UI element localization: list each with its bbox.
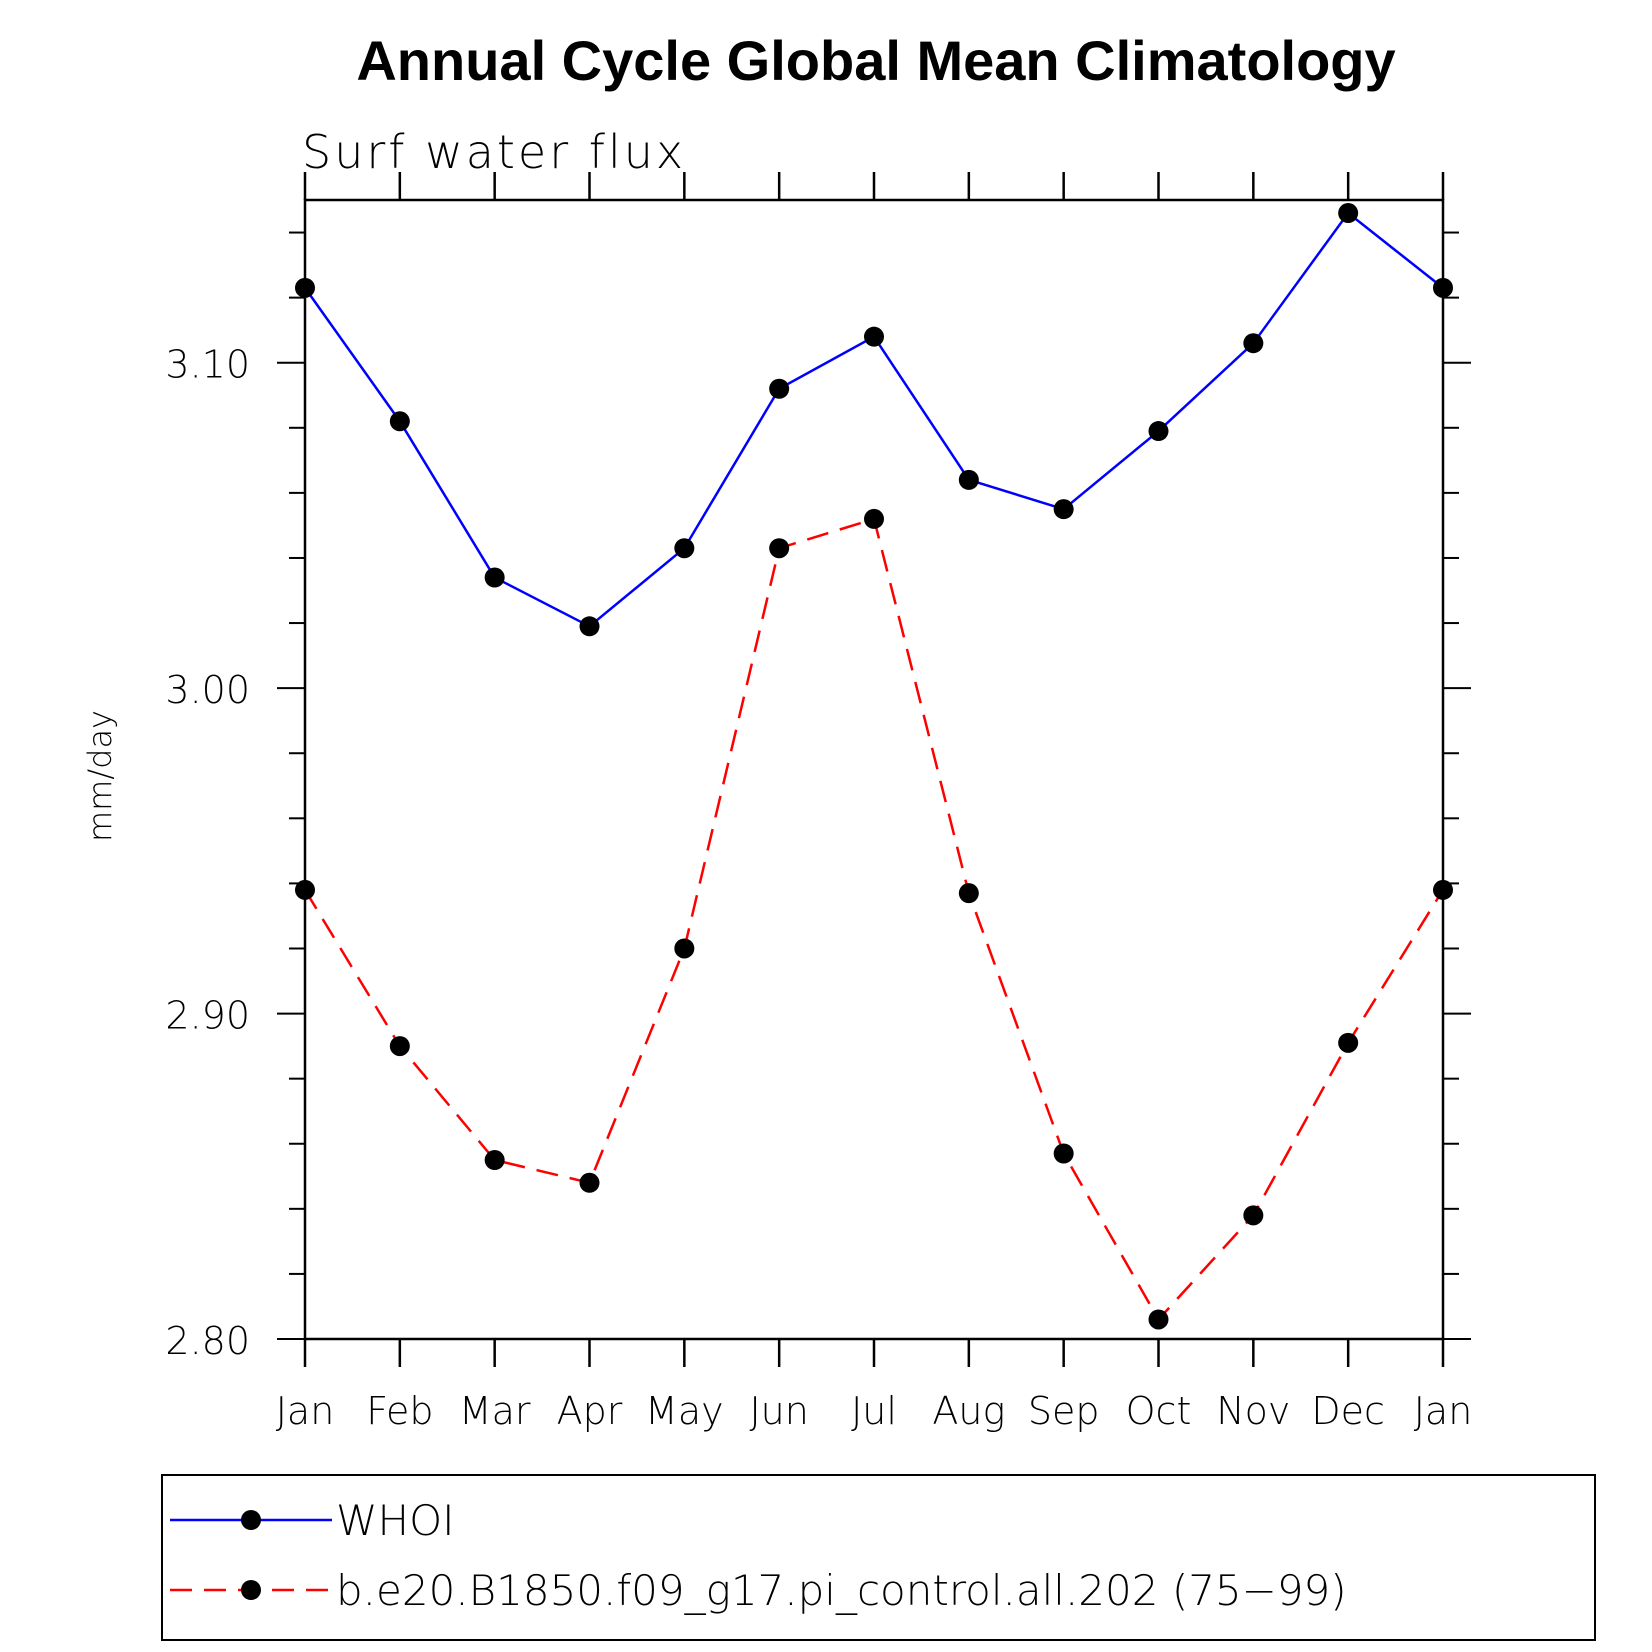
x-tick-label: Mar bbox=[459, 1389, 531, 1433]
data-point bbox=[958, 883, 979, 904]
data-point bbox=[295, 879, 315, 900]
x-tick-label: Jul bbox=[851, 1389, 897, 1433]
chart-title: Annual Cycle Global Mean Climatology bbox=[356, 29, 1395, 92]
series-line bbox=[303, 211, 1444, 628]
chart-subtitle: Surf water flux bbox=[302, 125, 686, 179]
x-tick-label: Oct bbox=[1126, 1389, 1192, 1433]
x-tick-label: Jan bbox=[276, 1389, 335, 1433]
series-line bbox=[303, 517, 1445, 1322]
data-point bbox=[864, 508, 884, 529]
series-layer bbox=[295, 203, 1453, 1330]
legend-item-model: b.e20.B1850.f09_g17.pi_control.all.202 (… bbox=[170, 1566, 1347, 1615]
x-tick-label: Aug bbox=[932, 1389, 1005, 1433]
legend-item-whoi: WHOI bbox=[170, 1496, 455, 1545]
legend-label-whoi: WHOI bbox=[336, 1496, 455, 1545]
data-point bbox=[769, 538, 790, 559]
legend-marker-whoi bbox=[241, 1510, 261, 1530]
y-tick-label: 3.00 bbox=[165, 668, 250, 712]
data-point bbox=[1243, 1205, 1264, 1226]
y-axis-ticks: 2.80 2.90 3.00 3.10 bbox=[165, 231, 1471, 1363]
axes bbox=[303, 198, 1445, 1341]
data-point bbox=[579, 1172, 600, 1193]
x-tick-label: Jun bbox=[749, 1389, 808, 1433]
y-tick-label: 2.80 bbox=[165, 1319, 250, 1363]
legend-label-model: b.e20.B1850.f09_g17.pi_control.all.202 (… bbox=[336, 1566, 1347, 1615]
legend-marker-model bbox=[241, 1580, 261, 1600]
x-tick-label: Apr bbox=[557, 1389, 623, 1433]
data-point bbox=[1148, 421, 1169, 442]
data-point bbox=[1433, 277, 1453, 298]
y-tick-label: 2.90 bbox=[165, 994, 250, 1038]
y-axis-label: mm/day bbox=[81, 710, 119, 842]
y-tick-label: 3.10 bbox=[165, 343, 250, 387]
data-point bbox=[389, 411, 410, 432]
x-tick-label: Feb bbox=[366, 1389, 433, 1433]
data-point bbox=[674, 938, 695, 959]
data-point bbox=[674, 538, 695, 559]
x-tick-label: Dec bbox=[1311, 1389, 1385, 1433]
x-tick-label: Jan bbox=[1414, 1389, 1473, 1433]
legend-box bbox=[161, 1474, 1596, 1641]
data-point bbox=[389, 1036, 410, 1057]
data-point bbox=[1338, 203, 1359, 224]
data-point bbox=[769, 378, 790, 399]
data-point bbox=[295, 277, 315, 298]
data-point bbox=[958, 469, 979, 490]
data-point bbox=[1053, 499, 1074, 520]
legend: WHOI b.e20.B1850.f09_g17.pi_control.all.… bbox=[161, 1474, 1596, 1641]
x-tick-label: Sep bbox=[1028, 1389, 1100, 1433]
x-tick-label: May bbox=[645, 1389, 724, 1433]
data-point bbox=[1338, 1032, 1359, 1053]
data-point bbox=[1148, 1309, 1169, 1330]
plot-frame bbox=[303, 198, 1445, 1341]
data-point bbox=[864, 326, 884, 347]
series-0 bbox=[295, 203, 1453, 637]
data-point bbox=[1053, 1143, 1074, 1164]
data-point bbox=[1433, 879, 1453, 900]
data-point bbox=[484, 1150, 505, 1171]
data-point bbox=[579, 616, 600, 637]
series-1 bbox=[295, 508, 1453, 1330]
data-point bbox=[484, 567, 505, 588]
x-axis-ticks: Jan Feb Mar Apr May Jun Jul Aug Sep Oct Nov Dec Jan bbox=[276, 172, 1473, 1433]
x-tick-label: Nov bbox=[1216, 1389, 1290, 1433]
data-point bbox=[1243, 333, 1264, 354]
